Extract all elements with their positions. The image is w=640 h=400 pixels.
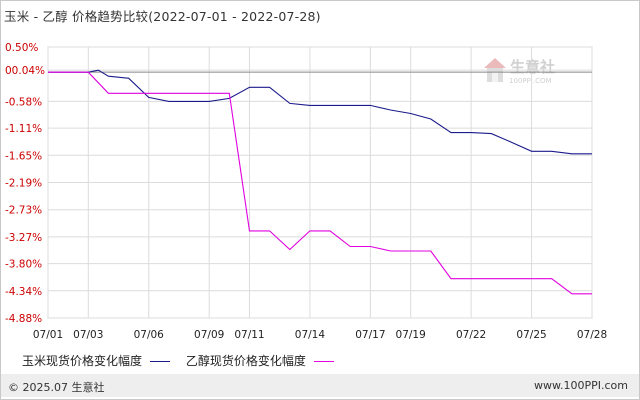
y-tick-label: -2.19% (5, 178, 42, 190)
x-tick-label: 07/19 (396, 329, 426, 341)
site-link[interactable]: www.100PPI.com (534, 379, 628, 392)
series-line-ethanol (48, 71, 592, 295)
watermark-url: 100PPI.COM (509, 77, 552, 85)
series-line-corn (48, 69, 592, 155)
y-tick-label: -1.11% (5, 123, 42, 135)
x-tick-label: 07/25 (516, 329, 546, 341)
x-tick-label: 07/22 (456, 329, 486, 341)
x-tick-label: 07/06 (134, 329, 165, 341)
watermark-name: 生意社 (510, 58, 556, 76)
y-tick-label: 00.04% (5, 65, 45, 77)
y-tick-label: -2.73% (5, 205, 42, 217)
watermark-logo: 生意社 100PPI.COM (482, 56, 578, 92)
legend-item-corn: 玉米现货价格变化幅度 (22, 352, 171, 369)
y-tick-label: -1.65% (5, 150, 42, 162)
y-tick-label: 0.50% (5, 42, 38, 54)
copyright-text: © 2025.07 生意社 (8, 381, 105, 394)
x-tick-label: 07/09 (194, 329, 224, 341)
y-tick-label: -4.34% (5, 286, 42, 298)
y-tick-label: -0.58% (5, 96, 42, 108)
legend-item-ethanol: 乙醇现货价格变化幅度 (186, 352, 334, 369)
x-tick-label: 07/11 (234, 329, 264, 341)
x-tick-label: 07/17 (355, 329, 385, 341)
x-tick-label: 07/01 (33, 329, 63, 341)
y-tick-label: -4.88% (5, 313, 42, 325)
legend-label-corn: 玉米现货价格变化幅度 (22, 354, 143, 368)
legend-swatch-corn (150, 361, 171, 362)
house-icon (484, 58, 506, 82)
footer-bar (1, 374, 639, 397)
x-tick-label: 07/03 (73, 329, 103, 341)
x-tick-label: 07/28 (577, 329, 607, 341)
line-chart: 0.50% 00.04% -0.58% -1.11% -1.65% -2.19% -2.73… (5, 42, 607, 341)
legend: 玉米现货价格变化幅度 乙醇现货价格变化幅度 (22, 352, 346, 369)
legend-swatch-ethanol (313, 361, 334, 362)
y-tick-label: -3.27% (5, 232, 42, 244)
chart-title: 玉米 - 乙醇 价格趋势比较(2022-07-01 - 2022-07-28) (4, 9, 321, 24)
y-tick-label: -3.80% (5, 259, 42, 271)
legend-label-ethanol: 乙醇现货价格变化幅度 (185, 354, 306, 368)
x-tick-label: 07/14 (295, 329, 326, 341)
